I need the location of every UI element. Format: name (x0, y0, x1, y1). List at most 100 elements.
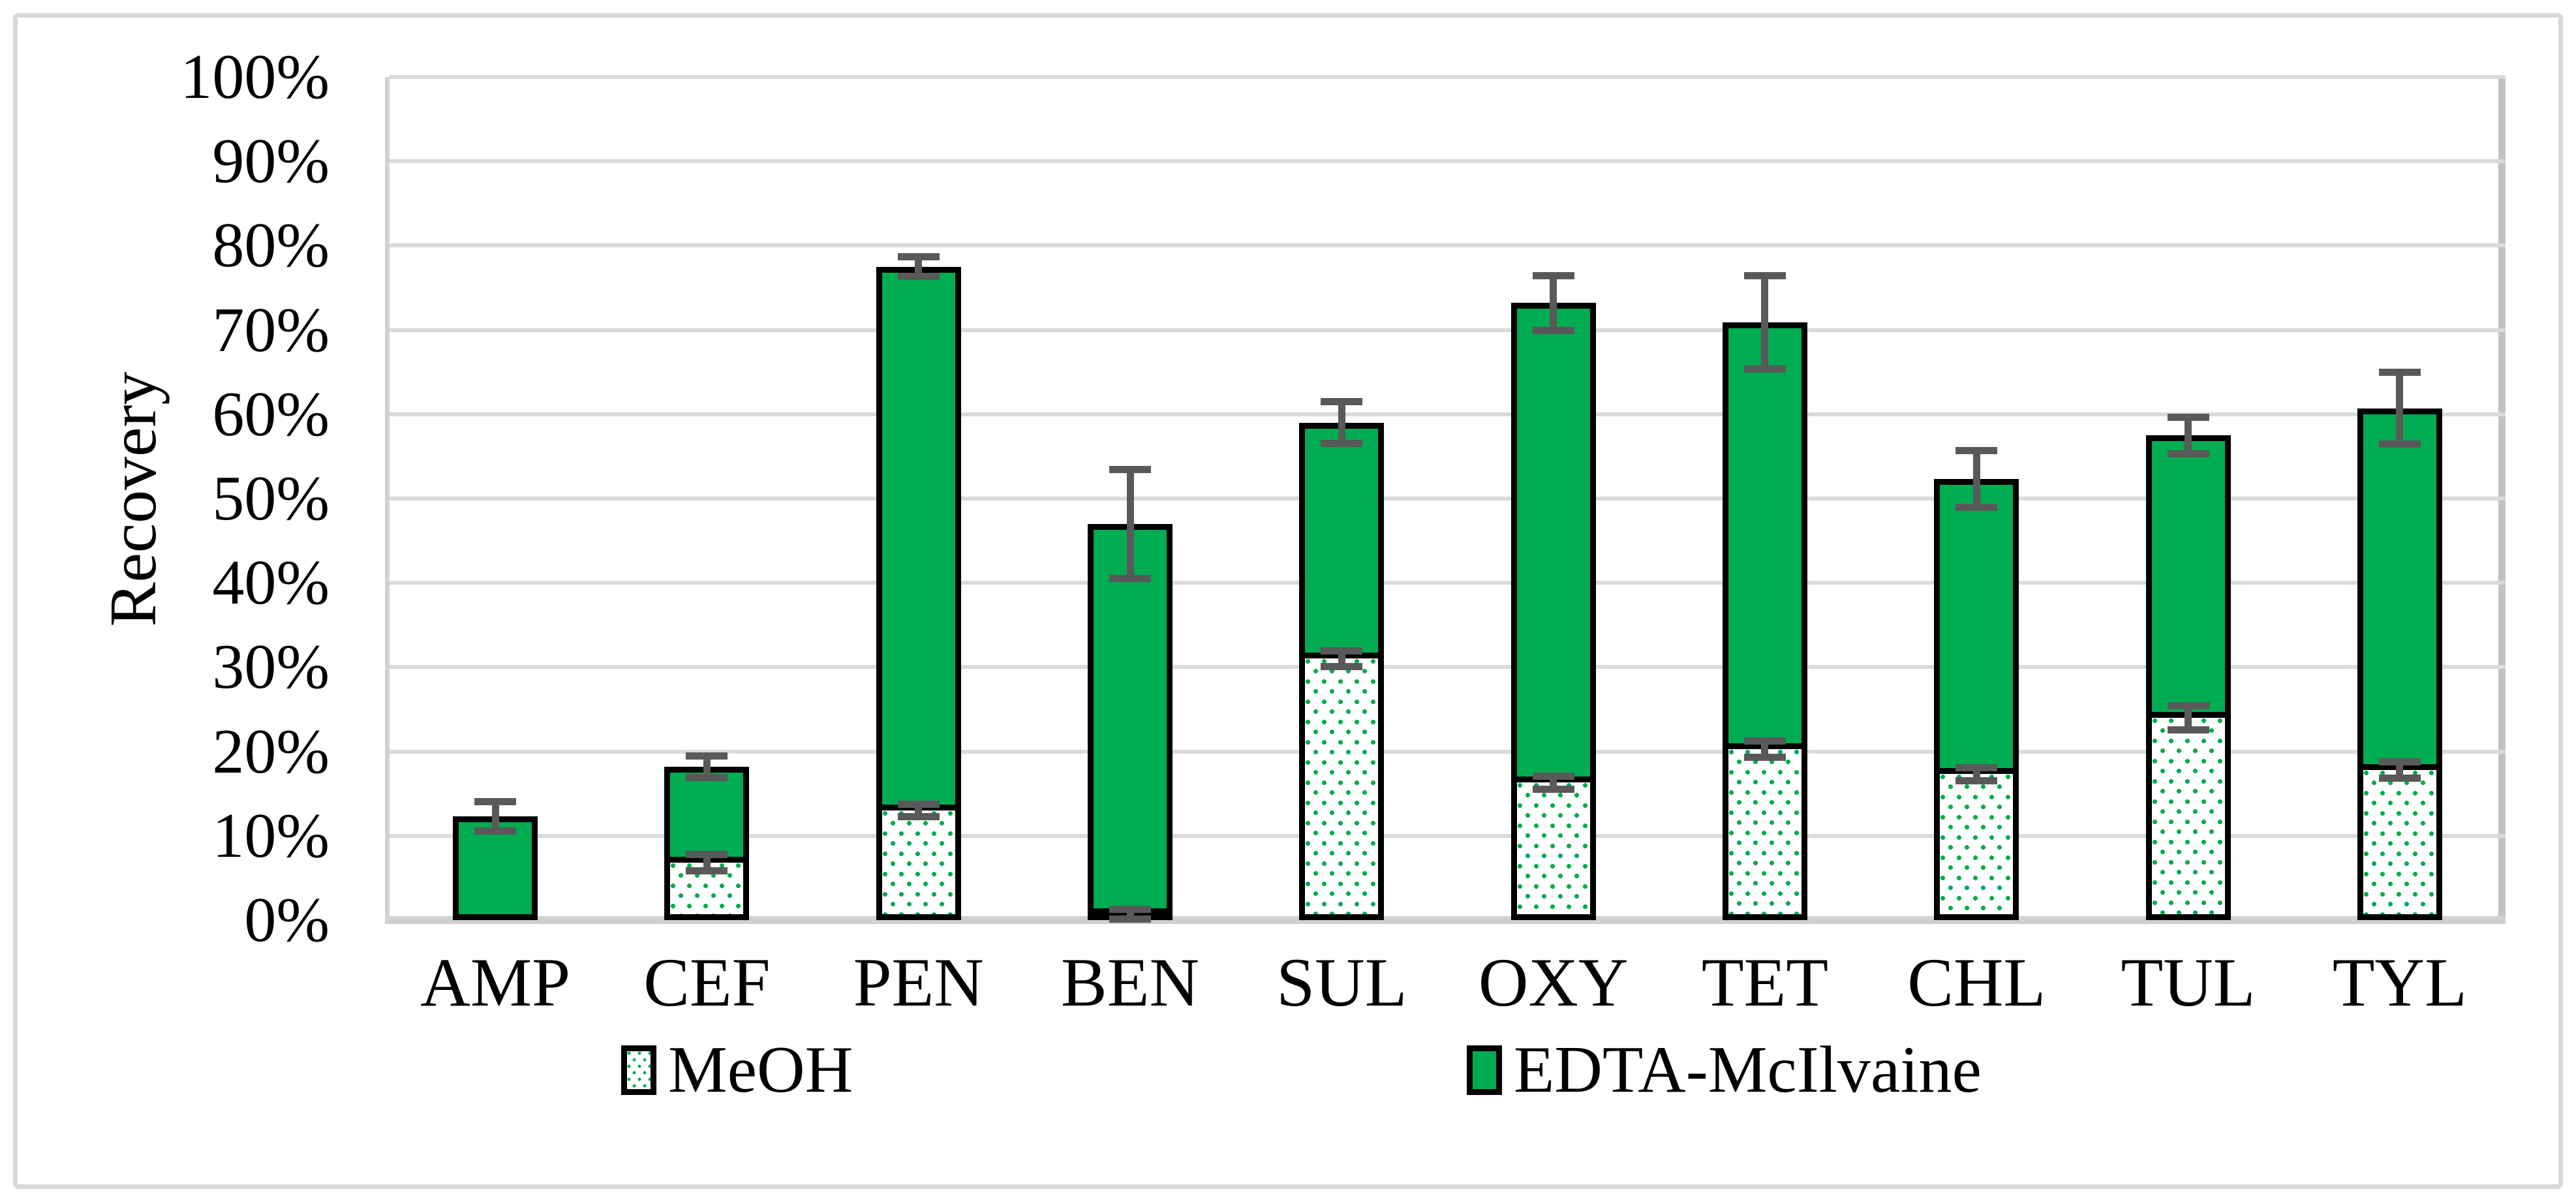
gridline-20% (390, 749, 2506, 754)
error-bar-cap-top-meoh-TYL (2378, 758, 2421, 766)
error-bar-cap-bottom-total-AMP (474, 827, 517, 835)
y-tick-label-70%: 70% (212, 294, 330, 365)
gridline-80% (390, 243, 2506, 248)
error-bar-cap-top-total-SUL (1321, 398, 1363, 406)
error-bar-cap-top-meoh-CHL (1955, 764, 1998, 772)
error-bar-meoh-TET (1761, 740, 1769, 758)
bar-segment-edta-mcilvaine-SUL (1299, 422, 1385, 659)
bar-segment-edta-mcilvaine-TUL (2145, 435, 2231, 718)
legend-item-edta-mcilvaine: EDTA-McIlvaine (1467, 1033, 1982, 1107)
error-bar-cap-bottom-meoh-TUL (2167, 726, 2209, 734)
gridline-10% (390, 833, 2506, 838)
error-bar-cap-bottom-meoh-PEN (897, 813, 940, 821)
y-tick-label-90%: 90% (212, 126, 330, 197)
x-axis-label-TYL: TYL (2332, 944, 2467, 1021)
bar-segment-edta-mcilvaine-TYL (2357, 408, 2442, 771)
bar-segment-edta-mcilvaine-CHL (1934, 479, 2019, 775)
bar-segment-edta-mcilvaine-OXY (1510, 303, 1596, 783)
error-bar-cap-bottom-total-SUL (1321, 440, 1363, 448)
error-bar-cap-top-meoh-OXY (1532, 773, 1574, 780)
error-bar-total-CHL (1972, 450, 1980, 508)
x-axis-label-OXY: OXY (1478, 944, 1629, 1021)
x-axis-label-TUL: TUL (2121, 944, 2256, 1021)
error-bar-meoh-PEN (915, 803, 923, 818)
error-bar-cap-bottom-meoh-TET (1743, 753, 1786, 761)
legend: MeOH EDTA-McIlvaine (0, 1033, 2576, 1107)
error-bar-meoh-TUL (2185, 705, 2192, 731)
error-bar-cap-bottom-total-CHL (1955, 504, 1998, 512)
legend-label-edta-mcilvaine: EDTA-McIlvaine (1514, 1033, 1982, 1107)
x-axis-label-SUL: SUL (1276, 944, 1407, 1021)
error-bar-cap-top-meoh-PEN (897, 800, 940, 808)
error-bar-cap-top-total-CHL (1955, 447, 1998, 455)
bar-segment-edta-mcilvaine-CEF (664, 766, 750, 863)
gridline-70% (390, 328, 2506, 332)
error-bar-cap-bottom-meoh-SUL (1321, 663, 1363, 671)
legend-label-meoh: MeOH (668, 1033, 853, 1107)
error-bar-cap-bottom-total-PEN (897, 273, 940, 281)
bar-segment-meoh-TUL (2145, 717, 2231, 920)
error-bar-total-PEN (915, 256, 923, 277)
error-bar-cap-bottom-total-BEN (1109, 574, 1152, 582)
error-bar-cap-top-total-CEF (686, 752, 728, 760)
error-bar-total-TUL (2185, 416, 2192, 454)
error-bar-cap-bottom-total-TYL (2378, 440, 2421, 448)
gridline-50% (390, 497, 2506, 501)
error-bar-cap-bottom-meoh-OXY (1532, 785, 1574, 793)
error-bar-total-SUL (1338, 401, 1345, 444)
error-bar-cap-top-meoh-TET (1743, 737, 1786, 745)
gridline-90% (390, 159, 2506, 164)
x-axis-label-CHL: CHL (1907, 944, 2046, 1021)
error-bar-cap-top-total-TUL (2167, 413, 2209, 421)
plot-area (385, 75, 2506, 924)
gridline-40% (390, 581, 2506, 585)
plot-right-border (2498, 77, 2506, 924)
y-tick-label-20%: 20% (212, 716, 330, 787)
error-bar-total-TET (1761, 275, 1769, 370)
x-axis-label-CEF: CEF (643, 944, 771, 1021)
error-bar-cap-bottom-meoh-TYL (2378, 774, 2421, 782)
error-bar-cap-top-meoh-SUL (1321, 647, 1363, 655)
error-bar-total-CEF (703, 756, 711, 778)
error-bar-cap-bottom-meoh-CEF (686, 867, 728, 875)
error-bar-cap-bottom-total-CEF (686, 773, 728, 781)
y-tick-label-30%: 30% (212, 632, 330, 703)
error-bar-meoh-BEN (1126, 909, 1134, 919)
bar-segment-meoh-OXY (1510, 782, 1596, 920)
y-tick-label-0%: 0% (244, 885, 330, 955)
bar-segment-meoh-PEN (876, 810, 961, 920)
x-axis-label-AMP: AMP (420, 944, 571, 1021)
bar-segment-edta-mcilvaine-PEN (876, 266, 961, 811)
edta-mcilvaine-swatch-icon (1467, 1045, 1502, 1095)
error-bar-total-OXY (1550, 275, 1557, 331)
error-bar-cap-bottom-total-TUL (2167, 450, 2209, 457)
meoh-swatch-icon (621, 1045, 656, 1095)
error-bar-cap-top-meoh-TUL (2167, 701, 2209, 709)
y-tick-label-60%: 60% (212, 378, 330, 450)
error-bar-cap-top-meoh-BEN (1109, 906, 1152, 914)
error-bar-cap-top-total-TET (1743, 271, 1786, 279)
error-bar-meoh-TYL (2396, 762, 2404, 778)
gridline-100% (390, 75, 2506, 79)
bar-segment-edta-mcilvaine-TET (1722, 322, 1807, 749)
gridline-60% (390, 412, 2506, 416)
error-bar-total-TYL (2396, 372, 2404, 445)
error-bar-cap-bottom-total-TET (1743, 365, 1786, 373)
error-bar-total-BEN (1126, 469, 1134, 579)
error-bar-total-AMP (491, 801, 499, 832)
y-tick-label-80%: 80% (212, 210, 330, 281)
error-bar-cap-top-total-AMP (474, 797, 517, 805)
y-tick-label-40%: 40% (212, 547, 330, 619)
x-axis-label-TET: TET (1701, 944, 1829, 1021)
error-bar-cap-top-total-OXY (1532, 271, 1574, 279)
y-axis-line (385, 77, 390, 924)
bar-segment-meoh-TYL (2357, 770, 2442, 920)
error-bar-cap-bottom-total-OXY (1532, 326, 1574, 334)
bar-segment-edta-mcilvaine-BEN (1088, 523, 1173, 914)
x-axis-label-PEN: PEN (853, 944, 984, 1021)
error-bar-meoh-CEF (703, 854, 711, 872)
y-tick-label-100%: 100% (180, 42, 330, 112)
error-bar-cap-bottom-meoh-CHL (1955, 777, 1998, 784)
error-bar-cap-top-total-TYL (2378, 369, 2421, 377)
error-bar-meoh-OXY (1550, 776, 1557, 790)
